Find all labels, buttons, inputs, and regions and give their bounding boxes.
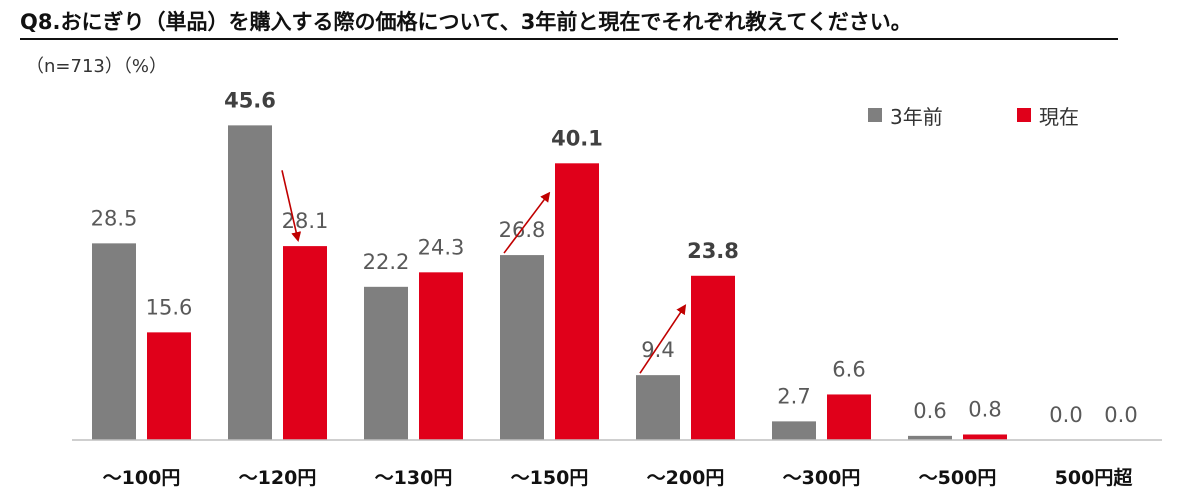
legend-label-prev: 3年前 (890, 105, 943, 129)
bar-now-2 (283, 246, 327, 440)
category-label-3: 〜130円 (375, 467, 453, 489)
chart-title: Q8.おにぎり（単品）を購入する際の価格について、3年前と現在でそれぞれ教えてく… (20, 8, 1118, 40)
data-label-now-3: 24.3 (418, 235, 465, 259)
bar-now-4 (555, 163, 599, 440)
data-label-prev-2: 45.6 (224, 88, 276, 112)
legend-label-now: 現在 (1039, 105, 1079, 129)
chart-subtitle: （n=713）（%） (26, 56, 167, 77)
bar-now-7 (963, 434, 1007, 440)
bar-prev-3 (364, 286, 408, 440)
bar-now-3 (419, 272, 463, 440)
data-label-prev-8: 0.0 (1049, 403, 1082, 427)
data-label-prev-1: 28.5 (91, 206, 138, 230)
category-label-5: 〜200円 (647, 467, 725, 489)
bar-prev-6 (772, 421, 816, 440)
data-label-prev-7: 0.6 (913, 399, 946, 423)
bar-prev-2 (228, 125, 272, 441)
data-label-now-5: 23.8 (687, 239, 739, 263)
data-label-now-4: 40.1 (551, 126, 603, 150)
bar-now-6 (827, 394, 871, 440)
legend: 3年前 現在 (868, 105, 1079, 129)
data-label-now-7: 0.8 (968, 397, 1001, 421)
data-label-prev-5: 9.4 (641, 338, 674, 362)
data-label-now-2: 28.1 (282, 209, 329, 233)
category-label-6: 〜300円 (783, 467, 861, 489)
data-label-prev-6: 2.7 (777, 384, 810, 408)
data-label-now-1: 15.6 (146, 295, 193, 319)
legend-swatch-now (1017, 108, 1031, 122)
trend-arrow-1 (281, 170, 302, 243)
category-label-1: 〜100円 (103, 467, 181, 489)
data-label-prev-3: 22.2 (363, 250, 410, 274)
bar-prev-5 (636, 375, 680, 440)
category-label-4: 〜150円 (511, 467, 589, 489)
category-label-2: 〜120円 (239, 467, 317, 489)
legend-swatch-prev (868, 108, 882, 122)
category-label-7: 〜500円 (919, 467, 997, 489)
category-label-8: 500円超 (1055, 466, 1134, 489)
bar-prev-1 (92, 243, 136, 440)
bar-now-1 (147, 332, 191, 440)
bar-prev-7 (908, 435, 952, 440)
bar-prev-4 (500, 255, 544, 440)
trend-arrow-3 (639, 304, 687, 374)
bar-now-5 (691, 275, 735, 440)
trend-arrow-2 (503, 191, 551, 254)
data-label-now-8: 0.0 (1104, 403, 1137, 427)
data-label-now-6: 6.6 (832, 357, 865, 381)
